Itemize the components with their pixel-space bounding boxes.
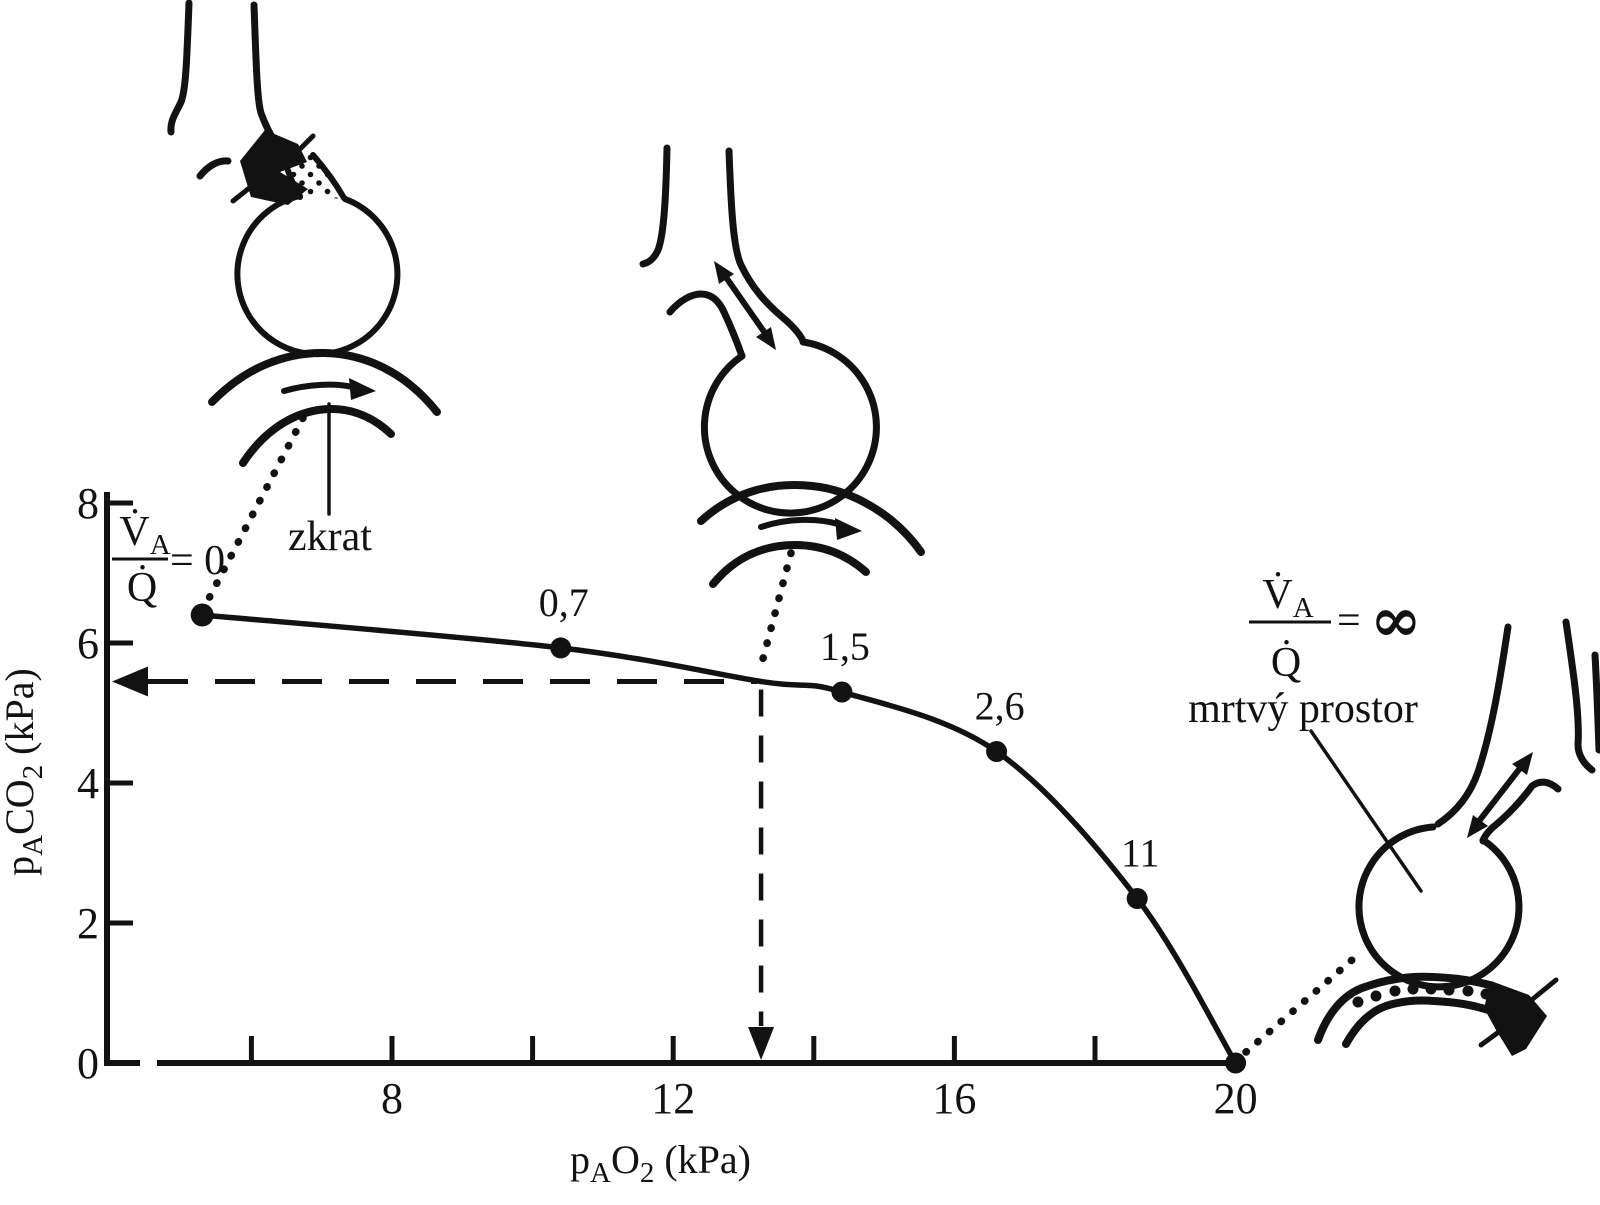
airway-wall-right: [1562, 618, 1596, 774]
airway-branch-wall: [666, 290, 746, 360]
blood-flow-arrow: [281, 381, 355, 394]
ventilation-arrowhead-icon: [714, 261, 734, 284]
plot-area: 8 12 16 20 0 2 4 6 8 0,7 1,5 2,6 11: [77, 414, 1364, 1123]
equation-denominator: Q̇: [1271, 639, 1301, 686]
airway-blockage: [240, 130, 308, 205]
blockage-slash-icon: [230, 178, 261, 204]
shunt-alveolus-illustration: [167, 0, 441, 516]
alveolus-neck-edge: [282, 158, 303, 200]
y-axis-title-part: A: [17, 835, 49, 856]
capillary-wall-lower: [1342, 996, 1492, 1048]
y-axis-title-part: 2: [17, 765, 49, 780]
x-axis-title-part: 2: [640, 1157, 655, 1189]
data-point: [986, 741, 1008, 762]
alveolus-stippled: [234, 193, 401, 358]
data-point: [190, 603, 214, 627]
y-axis-title-group: pACO2 (kPa): [0, 668, 49, 876]
data-point: [1126, 888, 1148, 909]
y-axis-title-part: p: [0, 856, 42, 876]
airway-wall-right: [725, 147, 807, 345]
airway-branch-stub: [196, 157, 232, 180]
equation-equals: =: [1337, 598, 1361, 644]
left-arrowhead-icon: [112, 666, 148, 697]
x-axis-title-part: p: [570, 1137, 590, 1182]
airway-wall-right: [250, 1, 281, 150]
data-point-label: 11: [1121, 831, 1160, 876]
data-point-label: 0,7: [539, 580, 589, 625]
equation-rhs: = 0: [170, 538, 225, 584]
data-point: [831, 681, 853, 703]
airway-branch-wall: [1479, 778, 1562, 845]
ventilation-arrow-shaft: [720, 270, 770, 339]
x-tick-label: 8: [381, 1074, 403, 1123]
alveolus-neck-fill: [287, 150, 345, 199]
y-axis-title-part: CO: [0, 779, 42, 835]
down-arrowhead-icon: [748, 1027, 775, 1060]
ratio-infinity-equation: V̇A Q̇ = ∞: [1249, 571, 1422, 686]
data-point: [550, 637, 572, 659]
dead-space-label: mrtvý prostor: [1188, 686, 1418, 732]
dead-space-pointer-line: [1309, 729, 1423, 893]
y-axis-title: pACO2 (kPa): [0, 668, 49, 876]
airway-wall-left: [1434, 623, 1512, 828]
airway-wall-left: [167, 0, 193, 136]
x-tick-label: 12: [651, 1074, 695, 1123]
dead-space-alveolus-illustration: [1309, 618, 1600, 1056]
y-tick-label: 4: [77, 759, 99, 808]
x-axis-title-part: A: [590, 1157, 611, 1189]
v-dot-symbol: V̇: [1262, 571, 1292, 618]
alveolus: [700, 338, 880, 517]
equation-numerator: V̇A: [1262, 571, 1313, 624]
data-point: [1225, 1052, 1247, 1074]
ratio-zero-equation: V̇A Q̇ = 0: [112, 508, 225, 611]
ventilation-arrow-shaft: [1473, 760, 1527, 828]
capillary-wall-lower: [239, 405, 395, 467]
ventilation-arrowhead-icon: [756, 327, 776, 350]
alveolus-neck-edge: [310, 152, 347, 201]
blockage-slash-icon: [1478, 1017, 1518, 1048]
blood-flow-arrow: [758, 516, 841, 530]
shunt-label: zkrat: [288, 514, 372, 560]
airway-wall-edge: [1591, 651, 1600, 754]
infinity-symbol: ∞: [1370, 583, 1422, 656]
subscript-a: A: [150, 529, 171, 561]
y-axis-line: [104, 492, 140, 1066]
x-axis-title: pAO2 (kPa): [570, 1137, 751, 1189]
capillary-wall-upper: [1314, 972, 1497, 1044]
airway-wall-left: [639, 144, 671, 268]
ventilation-arrowhead-icon: [1467, 815, 1488, 838]
blockage-slash-icon: [1520, 977, 1559, 1010]
capillary-wall-lower: [709, 541, 870, 588]
data-point-label: 1,5: [820, 624, 870, 669]
v-dot-symbol: V̇: [119, 508, 149, 555]
x-axis-title-part: (kPa): [654, 1137, 751, 1182]
equation-numerator: V̇A: [119, 508, 170, 561]
equation-denominator: Q̇: [127, 564, 157, 611]
capillary-wall-upper: [697, 481, 925, 556]
blood-flow-arrowhead-icon: [349, 378, 376, 400]
subscript-a: A: [1293, 592, 1314, 624]
stagnant-blood-dots: [1352, 983, 1492, 1008]
blockage-slash-icon: [285, 133, 316, 164]
capillary-wall-upper: [208, 348, 441, 416]
dotted-leader-shunt-leader: [203, 414, 307, 606]
x-tick-label: 20: [1214, 1074, 1258, 1123]
data-point-label: 2,6: [975, 684, 1025, 729]
blood-flow-arrowhead-icon: [835, 518, 862, 540]
y-tick-label: 2: [77, 899, 99, 948]
alveolus: [1355, 823, 1523, 991]
y-tick-label: 6: [77, 619, 99, 668]
dotted-leader-normal-leader: [756, 549, 795, 674]
dotted-leader-dead-space-leader: [1242, 949, 1364, 1056]
y-tick-label: 8: [77, 479, 99, 528]
normal-alveolus-illustration: [639, 144, 925, 588]
y-tick-label: 0: [77, 1039, 99, 1088]
ventilation-arrowhead-icon: [1512, 752, 1533, 775]
y-axis-title-part: (kPa): [0, 668, 42, 765]
x-axis-title-part: O: [611, 1137, 640, 1182]
x-tick-label: 16: [932, 1074, 976, 1123]
